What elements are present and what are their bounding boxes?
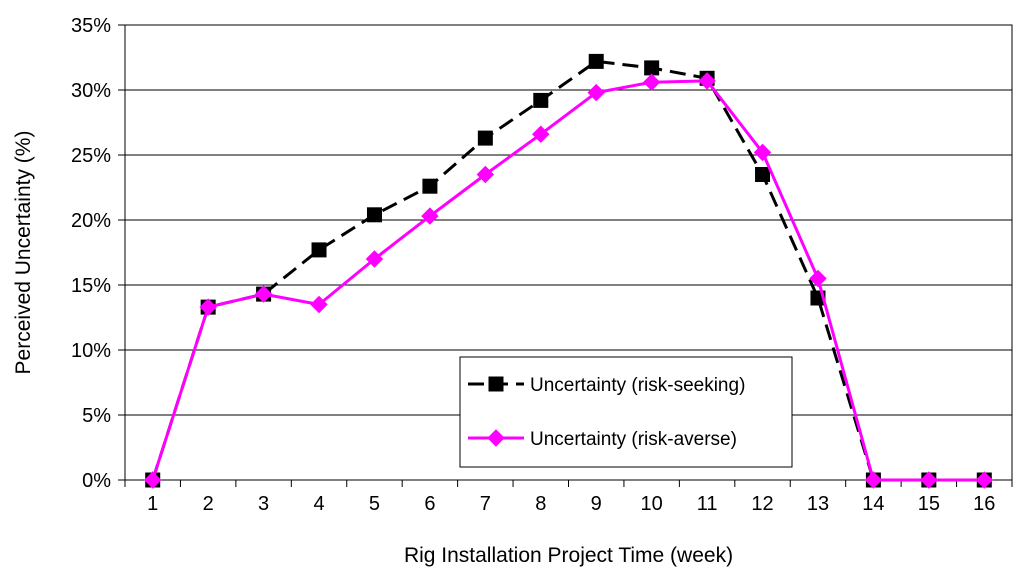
x-tick-label: 6 [424,493,435,515]
data-point [698,72,716,90]
y-tick-label: 35% [71,15,111,37]
data-point [421,207,439,225]
y-tick-label: 5% [82,405,111,427]
data-point [755,167,771,182]
legend-box [459,356,793,468]
y-tick-label: 15% [71,275,111,297]
legend-entries: Uncertainty (risk-seeking) Uncertainty (r… [468,375,745,450]
x-tick-label: 1 [147,493,158,515]
data-point [477,130,493,146]
data-point [809,269,827,288]
data-point [199,298,217,316]
data-point [144,471,162,489]
y-axis-title: Perceived Uncertainty (%) [12,131,35,375]
y-tick-label: 20% [71,210,111,232]
x-tick-label: 15 [918,493,940,515]
series-line [151,79,985,482]
series-layer [144,53,993,489]
legend-swatch-marker [487,429,505,447]
data-point [753,143,772,162]
data-point [533,92,549,108]
data-point [366,207,382,223]
x-tick-label: 8 [535,493,546,515]
y-tick-label: 30% [71,80,111,102]
x-tick-label: 10 [641,493,663,515]
data-point [476,165,495,184]
x-tick-label: 14 [862,493,884,515]
legend-entry: Uncertainty (risk-seeking) [468,375,745,396]
data-point [310,295,328,314]
legend-entry: Uncertainty (risk-averse) [468,429,737,450]
data-point [365,250,384,268]
legend-label: Uncertainty (risk-averse) [530,429,737,450]
x-tick-label: 5 [369,493,380,515]
y-tick-label: 10% [71,340,111,362]
legend: Uncertainty (risk-seeking) Uncertainty (r… [459,356,793,468]
x-tick-label: 9 [591,493,602,515]
x-tick-label: 4 [313,493,324,515]
series-line [151,59,985,482]
x-tick-label: 3 [258,493,269,515]
x-tick-label: 12 [751,493,773,515]
x-tick-label: 16 [973,493,995,515]
legend-label: Uncertainty (risk-seeking) [530,375,745,396]
data-point [422,178,438,194]
data-point [975,471,993,489]
axes: 0%5%10%15%20%25%30%35%1 2 3 4 5 6 7 8 9 10 11 12 13 1… [71,15,1013,515]
data-point [920,471,938,489]
data-point [644,60,660,76]
data-point [864,471,883,489]
data-point [532,125,550,143]
x-tick-label: 2 [203,493,214,515]
data-point [642,73,661,91]
data-point [588,53,604,69]
x-tick-label: 11 [697,493,718,515]
x-tick-label: 7 [480,493,491,515]
data-point [311,242,327,258]
series-risk-averse [144,72,993,489]
legend-swatch-marker [488,376,504,392]
data-point [587,83,605,102]
data-point [254,285,273,303]
x-tick-label: 13 [807,493,829,515]
y-tick-label: 25% [71,145,111,167]
y-tick-label: 0% [82,470,111,492]
x-axis-title: Rig Installation Project Time (week) [404,544,733,567]
